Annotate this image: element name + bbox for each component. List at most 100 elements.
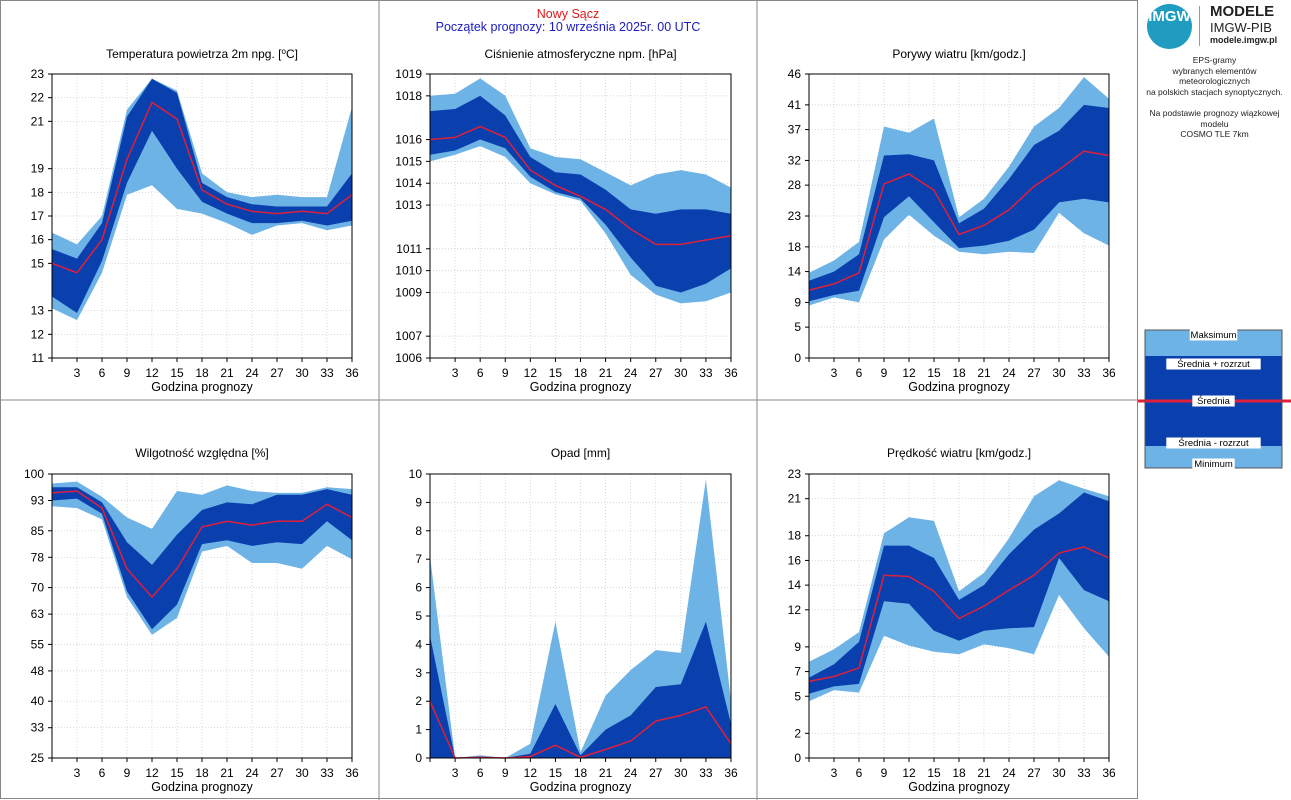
y-tick-label: 15 <box>31 256 45 270</box>
x-tick-label: 33 <box>320 366 334 380</box>
x-tick-label: 36 <box>1102 766 1116 780</box>
y-tick-label: 2 <box>794 726 801 740</box>
y-tick-label: 18 <box>788 529 802 543</box>
y-tick-label: 1011 <box>396 242 422 256</box>
charts: Temperatura powietrza 2m npg. [oC]111213… <box>24 47 1116 795</box>
x-tick-label: 18 <box>574 766 588 780</box>
y-tick-label: 1019 <box>395 67 422 81</box>
y-tick-label: 1 <box>415 723 422 737</box>
min-max-envelope <box>809 77 1109 306</box>
y-tick-label: 40 <box>31 694 45 708</box>
spread-band <box>809 492 1109 694</box>
x-tick-label: 9 <box>502 766 509 780</box>
chart-panel: Wilgotność względna [%]25334048556370788… <box>24 446 359 794</box>
x-tick-label: 12 <box>524 766 538 780</box>
x-tick-label: 9 <box>502 366 509 380</box>
y-tick-label: 7 <box>415 552 422 566</box>
y-tick-label: 100 <box>24 467 44 481</box>
x-tick-label: 24 <box>1002 766 1016 780</box>
x-tick-label: 6 <box>99 366 106 380</box>
chart-title: Opad [mm] <box>551 446 610 460</box>
x-tick-label: 36 <box>724 766 738 780</box>
mean-line <box>808 546 1110 683</box>
x-tick-label: 12 <box>145 766 159 780</box>
y-tick-label: 21 <box>31 114 45 128</box>
chart-title: Prędkość wiatru [km/godz.] <box>887 446 1031 460</box>
x-tick-label: 21 <box>977 766 991 780</box>
y-tick-label: 13 <box>31 304 45 318</box>
logo-url: modele.imgw.pl <box>1210 35 1278 45</box>
y-tick-label: 12 <box>31 327 45 341</box>
y-tick-label: 23 <box>788 209 802 223</box>
y-tick-label: 9 <box>794 295 801 309</box>
x-tick-label: 27 <box>270 366 284 380</box>
y-tick-label: 6 <box>415 581 422 595</box>
y-tick-label: 10 <box>409 467 423 481</box>
y-tick-label: 11 <box>32 351 45 365</box>
y-tick-label: 4 <box>415 637 422 651</box>
x-tick-label: 24 <box>245 366 259 380</box>
x-tick-label: 15 <box>927 366 941 380</box>
legend-label-minus: Średnia - rozrzut <box>1178 437 1249 449</box>
x-tick-label: 36 <box>1102 366 1116 380</box>
y-tick-label: 22 <box>31 91 45 105</box>
spread-band <box>809 104 1109 302</box>
y-tick-label: 93 <box>31 494 45 508</box>
y-tick-label: 32 <box>788 153 802 167</box>
logo-divider <box>1199 6 1200 46</box>
x-tick-label: 27 <box>270 766 284 780</box>
y-tick-label: 14 <box>788 265 802 279</box>
x-tick-label: 6 <box>477 766 484 780</box>
description-line: wybranych elementów meteorologicznych <box>1172 65 1257 87</box>
x-tick-label: 9 <box>124 766 131 780</box>
chart-title: Temperatura powietrza 2m npg. [oC] <box>106 47 298 62</box>
x-tick-label: 3 <box>452 366 459 380</box>
forecast-start: Początek prognozy: 10 września 2025r. 00… <box>435 20 701 34</box>
mean-line <box>808 150 1110 291</box>
chart-panel: Temperatura powietrza 2m npg. [oC] 11 12 13… <box>31 47 359 395</box>
description-line: EPS-gramy <box>1192 55 1237 65</box>
description-line: Na podstawie prognozy wiązkowej modelu <box>1149 108 1280 129</box>
y-tick-label: 8 <box>415 524 422 538</box>
imgw-logo-icon: IMGW <box>1147 4 1192 49</box>
chart-panel: Prędkość wiatru [km/godz.] 0 2 5 7 9 12 14 16 18 2… <box>788 446 1116 794</box>
y-tick-label: 37 <box>788 123 802 137</box>
y-tick-label: 1016 <box>395 133 422 147</box>
x-tick-label: 15 <box>549 366 563 380</box>
x-tick-label: 24 <box>624 766 638 780</box>
spread-band <box>52 78 352 313</box>
legend-label-bg <box>1166 437 1261 449</box>
y-tick-label: 41 <box>788 98 802 112</box>
x-tick-label: 33 <box>1077 366 1091 380</box>
x-tick-label: 12 <box>524 366 538 380</box>
y-tick-label: 1006 <box>395 351 422 365</box>
y-tick-label: 0 <box>794 751 801 765</box>
y-tick-label: 1014 <box>395 176 422 190</box>
y-tick-label: 33 <box>31 721 45 735</box>
x-tick-label: 24 <box>624 366 638 380</box>
legend-label-bg <box>1166 358 1261 370</box>
x-tick-label: 27 <box>649 366 663 380</box>
y-tick-label: 14 <box>788 578 802 592</box>
x-tick-label: 33 <box>699 766 713 780</box>
y-tick-label: 9 <box>794 640 801 654</box>
mean-line <box>51 490 353 599</box>
x-tick-label: 21 <box>599 366 613 380</box>
x-tick-label: 36 <box>724 366 738 380</box>
x-tick-label: 21 <box>977 366 991 380</box>
y-tick-label: 55 <box>31 637 45 651</box>
spread-band <box>430 621 731 758</box>
x-tick-label: 36 <box>345 366 359 380</box>
x-tick-label: 27 <box>649 766 663 780</box>
y-tick-label: 5 <box>415 609 422 623</box>
logo-line-1: MODELE <box>1210 3 1275 20</box>
y-tick-label: 18 <box>788 240 802 254</box>
y-tick-label: 16 <box>31 233 45 247</box>
x-tick-label: 21 <box>220 766 234 780</box>
y-tick-label: 7 <box>794 665 801 679</box>
mean-line <box>429 700 732 759</box>
y-tick-label: 1007 <box>395 329 422 343</box>
x-axis-label: Godzina prognozy <box>151 780 253 794</box>
